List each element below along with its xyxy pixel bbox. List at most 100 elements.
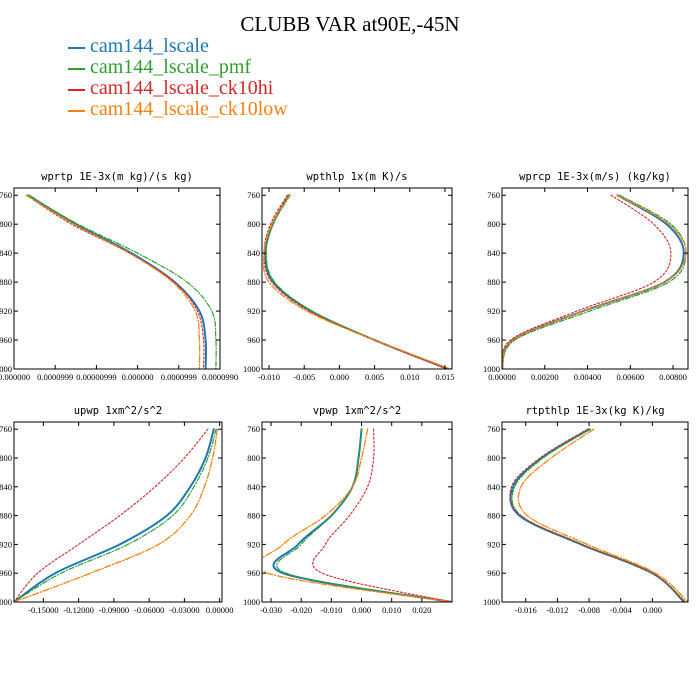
panel-4-xtick-label: -0.12000 <box>63 605 93 615</box>
panel-6-xtick-label: -0.008 <box>578 605 600 615</box>
panel-4-series-cam144-lscale <box>14 428 215 602</box>
panel-5-xtick-label: -0.010 <box>320 605 342 615</box>
panel-3-ytick-label: 920 <box>487 306 500 316</box>
panel-5-xtick-label: 0.000 <box>352 605 371 615</box>
panel-3-ytick-label: 800 <box>487 219 500 229</box>
panel-3-title: wprcp 1E-3x(m/s) (kg/kg) <box>519 171 671 183</box>
panel-1-ytick-label: 760 <box>0 190 12 200</box>
panel-1-ytick-label: 880 <box>0 277 12 287</box>
panel-6-title: rtpthlp 1E-3x(kg K)/kg <box>525 405 664 417</box>
panel-3-xtick-label: 0.00600 <box>616 372 644 382</box>
panel-2-xtick-label: -0.010 <box>258 372 280 382</box>
legend-swatch-cam144-lscale-pmf <box>68 68 85 70</box>
panel-1-series-group <box>25 194 217 369</box>
panel-6-ytick-label: 840 <box>487 482 500 492</box>
panel-2: wpthlp 1x(m K)/s7608008408809209601000-0… <box>243 171 455 382</box>
panel-2-series-cam144-lscale <box>264 194 450 369</box>
panel-1: wprtp 1E-3x(m kg)/(s kg) 760 800 840 880 920 9… <box>0 171 238 382</box>
panel-4-xtick-label: -0.09000 <box>99 605 129 615</box>
panel-5-ytick-label: 1000 <box>243 597 260 607</box>
panel-4-xtick-label: -0.06000 <box>134 605 164 615</box>
panel-2-ytick-label: 960 <box>247 335 260 345</box>
panel-1-series-cam144-lscale <box>27 194 208 369</box>
panel-4-xtick-label: -0.03000 <box>169 605 199 615</box>
panel-6-ytick-label: 880 <box>487 511 500 521</box>
panel-6-ytick-label: 960 <box>487 568 500 578</box>
panel-3-series-cam144-lscale-pmf <box>502 194 687 369</box>
panel-4-ytick-label: 920 <box>0 539 12 549</box>
panel-6-series-cam144-lscale-ck10hi <box>509 428 685 602</box>
panel-1-xtick-label: 0.0000990 <box>202 372 238 382</box>
panel-4-ytick-label: 1000 <box>0 597 12 607</box>
panel-4-frame <box>13 421 223 603</box>
panel-2-xtick-label: 0.000 <box>330 372 349 382</box>
panel-5: vpwp 1xm^2/s^27608008408809209601000-0.0… <box>243 405 453 615</box>
legend-swatch-cam144-lscale <box>68 47 85 49</box>
panel-3-xtick-label: 0.00400 <box>574 372 602 382</box>
panel-4-ytick-label: 840 <box>0 482 12 492</box>
panel-5-xtick-label: -0.020 <box>290 605 312 615</box>
panel-5-series-cam144-lscale-ck10hi <box>312 428 452 602</box>
panel-5-frame <box>261 421 453 603</box>
panel-4-series-cam144-lscale-ck10hi <box>14 428 209 602</box>
panel-3-series-cam144-lscale <box>502 194 685 369</box>
panel-6-ytick-label: 1000 <box>483 597 500 607</box>
panel-5-xtick-label: 0.020 <box>412 605 431 615</box>
panel-3-xtick-label: 0.00200 <box>531 372 559 382</box>
panel-4-ytick-label: 800 <box>0 453 12 463</box>
panel-5-ytick-label: 880 <box>247 511 260 521</box>
panel-1-xtick-label: 0.00000999 <box>76 372 116 382</box>
panel-6-xtick-label: -0.012 <box>546 605 568 615</box>
panel-4-title: upwp 1xm^2/s^2 <box>74 405 163 417</box>
panel-6: rtpthlp 1E-3x(kg K)/kg 760 800 840 880 920 960… <box>483 405 689 615</box>
panel-6-ytick-label: 920 <box>487 539 500 549</box>
panel-2-ytick-label: 760 <box>247 190 260 200</box>
panel-6-ytick-label: 760 <box>487 424 500 434</box>
panel-3-ytick-label: 840 <box>487 248 500 258</box>
panel-2-xtick-label: 0.015 <box>435 372 454 382</box>
panel-4-xtick-label: -0.15000 <box>28 605 58 615</box>
panel-2-xtick-label: 0.010 <box>400 372 419 382</box>
panel-2-ytick-label: 800 <box>247 219 260 229</box>
panel-1-xtick-label: 0.000000 <box>122 372 154 382</box>
panel-1-xtick-label: 0.000000 <box>0 372 30 382</box>
panel-1-ytick-label: 960 <box>0 335 12 345</box>
panel-1-ytick-label: 840 <box>0 248 12 258</box>
panel-2-series-cam144-lscale-ck10low <box>262 194 452 369</box>
panel-2-frame <box>261 187 453 370</box>
panel-6-series-group <box>509 428 688 602</box>
panel-1-series-cam144-lscale-ck10hi <box>25 194 205 369</box>
legend-swatch-cam144-lscale-ck10low <box>68 110 85 112</box>
panel-2-series-cam144-lscale-pmf <box>265 194 450 369</box>
panel-4-series-cam144-lscale-ck10low <box>14 428 218 602</box>
panel-4-series-group <box>14 428 218 602</box>
panel-1-series-cam144-lscale-pmf <box>27 194 217 369</box>
panel-2-series-cam144-lscale-ck10hi <box>263 194 447 369</box>
panel-6-series-cam144-lscale-pmf <box>511 428 687 602</box>
panel-4-xtick-label: 0.00000 <box>206 605 234 615</box>
legend-label-cam144-lscale-pmf: cam144_lscale_pmf <box>90 56 252 78</box>
panel-2-ytick-label: 1000 <box>243 364 260 374</box>
panel-1-title: wprtp 1E-3x(m kg)/(s kg) <box>41 171 193 183</box>
panel-3-ytick-label: 760 <box>487 190 500 200</box>
panel-1-ytick-label: 800 <box>0 219 12 229</box>
legend-label-cam144-lscale-ck10low: cam144_lscale_ck10low <box>90 98 288 120</box>
panel-4-ytick-label: 760 <box>0 424 12 434</box>
panel-4-ytick-label: 960 <box>0 568 12 578</box>
panel-5-ytick-label: 840 <box>247 482 260 492</box>
panel-6-frame <box>501 421 689 603</box>
panel-2-title: wpthlp 1x(m K)/s <box>306 171 407 183</box>
panel-3-ytick-label: 880 <box>487 277 500 287</box>
panel-1-series-cam144-lscale-ck10low <box>25 194 201 369</box>
panel-6-xtick-label: -0.004 <box>610 605 633 615</box>
panel-5-ytick-label: 920 <box>247 539 260 549</box>
panel-5-ytick-label: 760 <box>247 424 260 434</box>
panel-3-xtick-label: 0.00800 <box>659 372 687 382</box>
panel-2-xtick-label: -0.005 <box>293 372 315 382</box>
panel-2-ytick-label: 840 <box>247 248 260 258</box>
panel-1-ytick-label: 920 <box>0 306 12 316</box>
panel-4-series-cam144-lscale-pmf <box>14 428 217 602</box>
panel-5-series-group <box>262 428 452 602</box>
panel-5-ytick-label: 960 <box>247 568 260 578</box>
